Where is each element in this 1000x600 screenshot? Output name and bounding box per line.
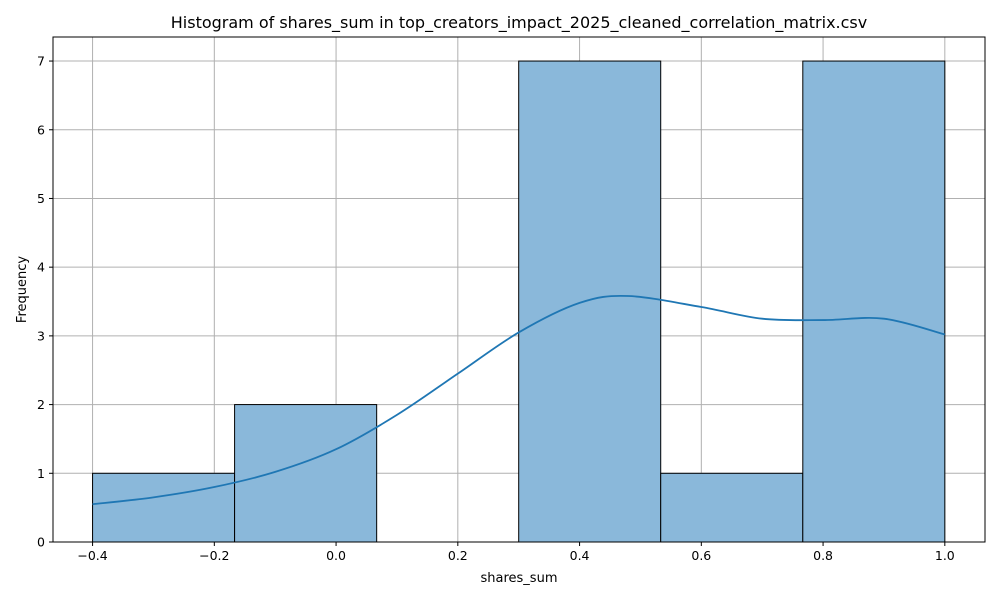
chart-title: Histogram of shares_sum in top_creators_… xyxy=(171,13,867,33)
x-tick-label: −0.2 xyxy=(199,548,229,563)
y-tick-label: 2 xyxy=(37,397,45,412)
y-axis-ticks: 0 1 2 3 4 5 6 7 xyxy=(37,54,53,550)
bars-layer xyxy=(92,60,946,543)
kde-layer xyxy=(92,294,946,506)
histogram-bar-1 xyxy=(92,472,236,543)
x-tick-label: 0.8 xyxy=(813,548,833,563)
y-tick-label: 1 xyxy=(37,466,45,481)
x-axis-label: shares_sum xyxy=(481,571,558,586)
histogram-bar-6 xyxy=(802,60,946,543)
y-axis-label: Frequency xyxy=(15,256,30,323)
histogram-bar-4 xyxy=(518,60,662,543)
y-tick-label: 4 xyxy=(37,260,45,275)
x-tick-label: 1.0 xyxy=(935,548,955,563)
x-tick-label: 0.2 xyxy=(448,548,468,563)
x-tick-label: 0.0 xyxy=(326,548,346,563)
histogram-bar-2 xyxy=(234,404,378,543)
y-tick-label: 6 xyxy=(37,122,45,137)
y-tick-label: 0 xyxy=(37,535,45,550)
x-tick-label: 0.4 xyxy=(570,548,590,563)
kde-line xyxy=(92,294,946,506)
x-tick-label: 0.6 xyxy=(691,548,711,563)
y-tick-label: 7 xyxy=(37,54,45,69)
y-tick-label: 5 xyxy=(37,191,45,206)
plot-frame xyxy=(52,36,986,543)
x-axis-ticks: −0.4 −0.2 0.0 0.2 0.4 0.6 0.8 1.0 xyxy=(77,542,955,563)
histogram-bar-5 xyxy=(660,472,804,543)
y-tick-label: 3 xyxy=(37,328,45,343)
x-tick-label: −0.4 xyxy=(77,548,107,563)
